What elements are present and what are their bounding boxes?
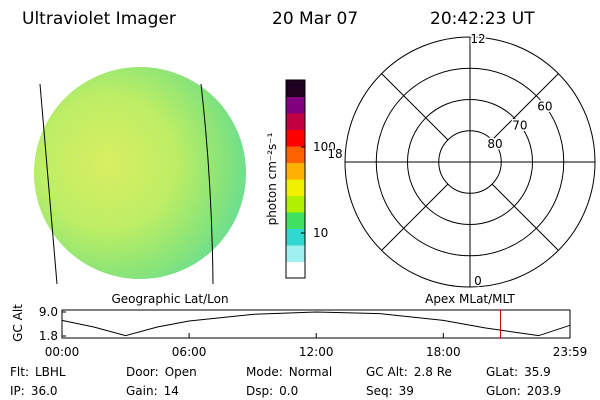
x-tick-label: 06:00 [172,345,207,359]
info-value: 14 [164,384,179,398]
mlt-line [381,73,449,141]
colorbar-segment [286,245,305,262]
projection-label: Geographic Lat/Lon [111,292,228,306]
info-label: Flt: [10,365,29,379]
colorbar-segment [286,261,305,279]
date: 20 Mar 07 [272,9,358,29]
colorbar-segment [286,212,305,229]
polar-plot: 607080126018 [326,31,600,290]
y-tick-label: 1.8 [39,329,58,343]
info-item: Gain: 14 [126,384,179,398]
info-item: Flt: LBHL [10,365,66,379]
x-tick-label: 12:00 [299,345,334,359]
info-item: Mode: Normal [246,365,332,379]
mlt-label: 0 [474,274,482,288]
mlt-line [491,183,559,251]
colorbar-segment [286,195,305,213]
colorbar-segment [286,129,305,147]
time: 20:42:23 UT [430,9,535,29]
title: Ultraviolet Imager [22,9,176,29]
colorbar-tick-label: 10 [313,226,328,240]
info-value: 39 [399,384,414,398]
info-value: 203.9 [527,384,561,398]
info-label: GLat: [486,365,518,379]
info-label: Dsp: [246,384,273,398]
info-label: GLon: [486,384,521,398]
colorbar-tick-label: 100 [313,140,336,154]
x-tick-label: 00:00 [45,345,80,359]
altitude-line [61,311,571,337]
info-value: Normal [289,365,332,379]
y-tick-label: 9.0 [39,305,58,319]
info-panel: Flt: LBHL Door: Open Mode: Normal GC Alt: 2.8 R… [10,365,561,398]
colorbar-segment [286,179,305,196]
info-item: GLon: 203.9 [486,384,561,398]
colorbar-segment [286,146,305,163]
info-item: IP: 36.0 [10,384,58,398]
mlt-label: 18 [327,147,342,161]
colorbar-label: photon cm⁻²s⁻¹ [265,132,279,225]
lat-label: 60 [537,100,552,114]
mlt-label: 12 [470,32,485,46]
y-axis-label: GC Alt [11,304,25,342]
mlt-line [381,183,449,251]
lat-label: 80 [487,137,502,151]
colorbar-segment [286,80,305,97]
mlt-line [491,73,559,141]
info-value: 0.0 [279,384,298,398]
info-label: GC Alt: [366,365,408,379]
info-label: Gain: [126,384,158,398]
colorbar-segment [286,162,305,180]
info-item: Dsp: 0.0 [246,384,298,398]
info-label: Door: [126,365,159,379]
info-value: 2.8 Re [414,365,452,379]
info-item: Seq: 39 [366,384,414,398]
info-label: Seq: [366,384,393,398]
colorbar-segment [286,228,305,246]
earth-image [34,67,246,285]
x-tick-label: 23:59 [553,345,588,359]
info-value: Open [165,365,197,379]
info-item: Door: Open [126,365,197,379]
colorbar-segment [286,96,305,114]
info-value: LBHL [35,365,66,379]
x-tick-label: 18:00 [426,345,461,359]
lat-label: 70 [512,118,527,132]
info-item: GC Alt: 2.8 Re [366,365,452,379]
projection-label: Apex MLat/MLT [425,292,515,306]
info-label: Mode: [246,365,283,379]
colorbar: 100 10 [285,79,336,279]
colorbar-segment [286,113,305,130]
info-value: 35.9 [524,365,551,379]
altitude-plot: 9.0 1.8 00:00 06:00 12:00 18:00 23:59 [39,305,587,359]
colorbar-frame [285,79,306,279]
info-label: IP: [10,384,25,398]
info-value: 36.0 [31,384,58,398]
info-item: GLat: 35.9 [486,365,551,379]
